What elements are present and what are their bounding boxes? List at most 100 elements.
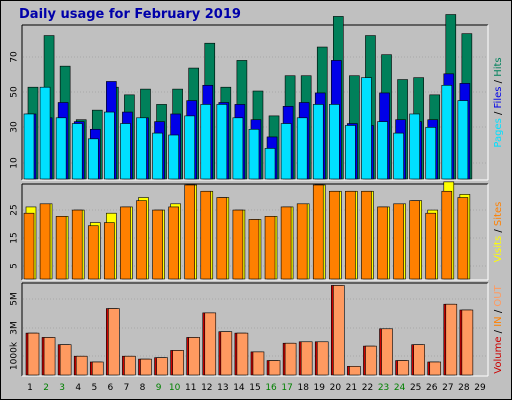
day-label: 2 [43,383,49,393]
volume-side-label: Volume / IN / OUT [493,284,504,373]
pages-bar [232,117,244,180]
sites-bar [23,212,35,280]
visitors-tick-label: 15 [10,232,20,243]
day-label: 9 [156,383,162,393]
chart-title: Daily usage for February 2019 [19,7,241,22]
sites-bar [377,206,388,280]
sites-bar [120,206,131,280]
out-bar [397,360,409,376]
sites-bar [184,184,195,280]
sites-bar [409,200,420,280]
volume-side-label-in: IN [493,316,504,326]
volume-side-label-separator: / [493,307,504,317]
pages-bar [55,117,67,180]
pages-bar [441,84,453,180]
sites-bar [312,184,324,280]
traffic-side-label-files: Files [493,87,504,109]
day-label: 25 [410,383,421,393]
sites-bar [361,190,372,280]
out-bar [27,332,40,376]
day-label: 4 [75,383,81,393]
pages-bar [23,113,35,180]
visitors-side-label-separator: / [493,226,504,236]
volume-tick-label: 5M [10,292,20,306]
sites-bar [393,203,404,280]
pages-bar [120,123,131,180]
sites-bar [248,219,260,280]
pages-bar [200,104,212,180]
out-bar [236,332,249,376]
pages-bar [71,123,83,180]
day-label: 5 [91,383,97,393]
out-bar [172,350,184,376]
out-bar [445,303,458,376]
day-label: 14 [233,383,245,393]
sites-bar [39,203,51,280]
pages-bar [104,111,115,180]
pages-bar [296,117,308,180]
traffic-side-label-pages: Pages [493,118,504,147]
day-label: 3 [59,383,65,393]
visitors-tick-label: 5 [10,263,20,269]
sites-bar [280,206,292,280]
day-label: 13 [217,383,228,393]
out-bar [75,355,88,376]
day-label: 15 [249,383,260,393]
pages-bar [312,104,324,180]
out-bar [461,309,474,376]
out-bar [252,351,265,376]
pages-bar [377,121,388,180]
day-label: 6 [108,383,114,393]
day-label: 10 [169,383,181,393]
out-bar [268,360,281,376]
day-label: 26 [426,383,438,393]
sites-bar [425,212,437,280]
sites-bar [168,206,179,280]
day-label: 27 [442,383,453,393]
pages-bar [248,128,260,180]
out-bar [333,285,345,376]
out-bar [124,355,136,376]
out-bar [365,345,377,376]
out-bar [413,344,425,376]
visitors-side-label-sites: Sites [493,202,504,226]
pages-bar [39,86,51,180]
sites-bar [55,216,67,280]
traffic-tick-label: 70 [10,51,20,63]
day-label: 18 [297,383,309,393]
day-label: 20 [330,383,342,393]
out-bar [349,366,361,376]
sites-bar [200,190,212,280]
traffic-tick-label: 50 [10,86,20,98]
sites-bar [216,197,228,280]
pages-bar [184,115,195,180]
pages-bar [361,77,372,180]
visitors-side-label-visits: Visits [493,236,504,263]
sites-bar [104,222,115,280]
pages-bar [168,134,179,180]
sites-bar [71,209,83,280]
out-bar [429,361,442,376]
out-bar [204,312,217,376]
sites-bar [232,209,244,280]
sites-bar [136,200,147,280]
volume-tick-label: 3M [10,321,20,335]
sites-bar [264,216,276,280]
out-bar [188,337,200,376]
pages-bar [264,148,276,180]
out-bar [300,341,313,376]
day-label: 12 [201,383,212,393]
day-label: 29 [474,383,486,393]
volume-tick-label: 1000k [10,341,20,370]
pages-bar [152,132,163,180]
day-label: 28 [458,383,470,393]
day-label: 8 [140,383,146,393]
day-label: 23 [378,383,389,393]
traffic-side-label-hits: Hits [493,57,504,76]
pages-bar [280,123,292,180]
out-bar [91,361,104,376]
day-label: 22 [362,383,373,393]
out-bar [108,308,120,376]
pages-bar [457,100,469,180]
